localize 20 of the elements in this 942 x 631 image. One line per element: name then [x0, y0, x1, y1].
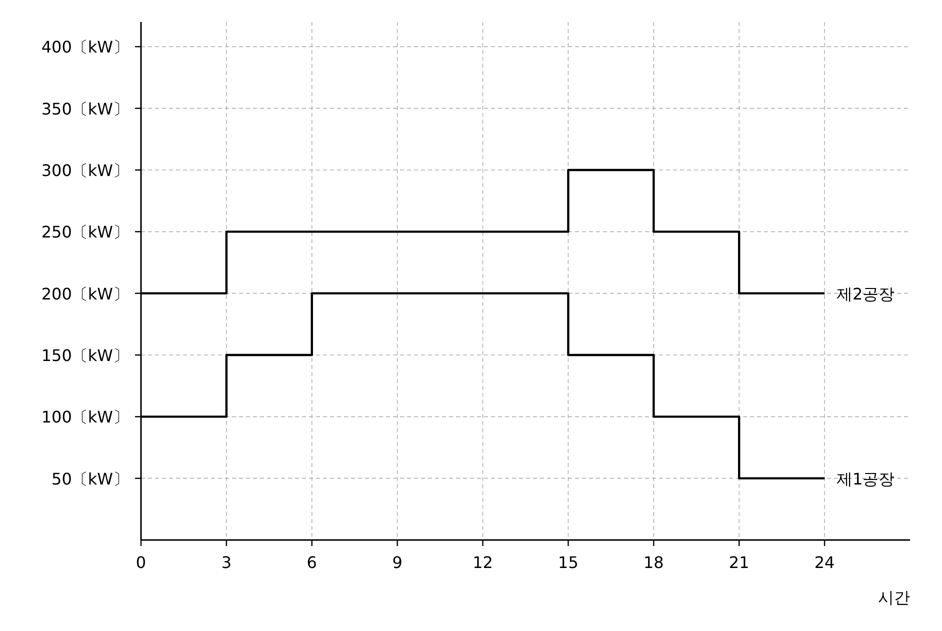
- y-tick-label: 50〔kW〕: [52, 469, 129, 488]
- series-label: 제1공장: [836, 469, 895, 488]
- x-tick-label: 12: [472, 553, 493, 572]
- y-tick-label: 400〔kW〕: [41, 38, 129, 57]
- x-tick-label: 0: [136, 553, 146, 572]
- x-tick-label: 24: [814, 553, 835, 572]
- x-tick-label: 21: [728, 553, 750, 572]
- x-tick-label: 9: [392, 553, 402, 572]
- y-tick-label: 300〔kW〕: [41, 161, 129, 180]
- series-label: 제2공장: [836, 284, 895, 304]
- y-tick-label: 150〔kW〕: [41, 346, 129, 365]
- y-tick-label: 250〔kW〕: [41, 222, 129, 242]
- x-tick-label: 15: [558, 553, 578, 572]
- x-tick-label: 6: [306, 553, 317, 572]
- x-tick-label: 18: [643, 553, 664, 572]
- y-tick-label: 100〔kW〕: [41, 408, 129, 427]
- x-axis-title: 시간: [878, 588, 910, 607]
- y-tick-label: 200〔kW〕: [41, 284, 129, 304]
- y-tick-label: 350〔kW〕: [41, 99, 129, 118]
- x-tick-label: 3: [221, 553, 232, 572]
